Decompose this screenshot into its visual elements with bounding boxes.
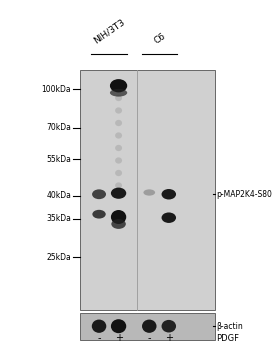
Ellipse shape	[111, 219, 126, 229]
Ellipse shape	[162, 189, 176, 199]
Ellipse shape	[110, 79, 127, 92]
Ellipse shape	[111, 188, 126, 199]
Ellipse shape	[115, 95, 122, 101]
Text: +: +	[115, 333, 122, 343]
Text: C6: C6	[152, 31, 167, 46]
Bar	[80, 313, 215, 340]
Ellipse shape	[115, 120, 122, 126]
Ellipse shape	[92, 189, 106, 199]
Ellipse shape	[142, 320, 157, 333]
Ellipse shape	[111, 319, 126, 333]
Text: -: -	[97, 333, 101, 343]
Text: 35kDa: 35kDa	[46, 214, 71, 223]
Text: -: -	[148, 333, 151, 343]
Text: β-actin: β-actin	[216, 322, 243, 331]
Ellipse shape	[115, 158, 122, 164]
Text: p-MAP2K4-S80: p-MAP2K4-S80	[216, 190, 272, 199]
Text: 25kDa: 25kDa	[46, 253, 71, 262]
Ellipse shape	[115, 182, 122, 189]
Ellipse shape	[143, 189, 155, 196]
Text: 40kDa: 40kDa	[46, 191, 71, 201]
Ellipse shape	[92, 210, 106, 218]
Text: NIH/3T3: NIH/3T3	[92, 18, 126, 46]
Text: 70kDa: 70kDa	[46, 123, 71, 132]
Ellipse shape	[162, 212, 176, 223]
Ellipse shape	[162, 320, 176, 332]
Ellipse shape	[115, 107, 122, 114]
Text: 100kDa: 100kDa	[42, 85, 71, 94]
Bar	[80, 70, 215, 310]
Ellipse shape	[115, 145, 122, 151]
Ellipse shape	[111, 210, 126, 224]
Text: +: +	[165, 333, 173, 343]
Ellipse shape	[92, 320, 106, 333]
Ellipse shape	[115, 170, 122, 176]
Ellipse shape	[115, 132, 122, 139]
Ellipse shape	[110, 89, 127, 97]
Text: 55kDa: 55kDa	[46, 155, 71, 164]
Text: PDGF: PDGF	[216, 334, 239, 343]
